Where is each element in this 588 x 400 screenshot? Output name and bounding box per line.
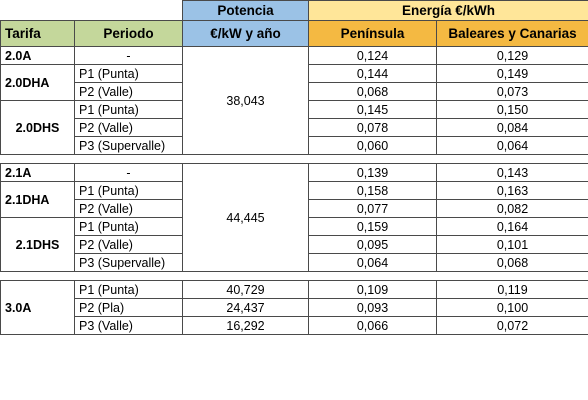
table-row: P2 (Pla) 24,437 0,093 0,100: [1, 298, 588, 317]
periodo-cell: -: [74, 163, 183, 182]
periodo-cell: -: [74, 46, 183, 65]
peninsula-cell: 0,144: [308, 64, 437, 83]
peninsula-cell: 0,124: [308, 46, 437, 65]
baleares-cell: 0,163: [436, 181, 588, 200]
tariff-name: 2.1DHA: [0, 181, 75, 218]
periodo-cell: P1 (Punta): [74, 64, 183, 83]
baleares-cell: 0,101: [436, 235, 588, 254]
table-row: 3.0A P1 (Punta) 40,729 0,109 0,119: [0, 280, 588, 335]
energia-header: Energía €/kWh: [308, 0, 588, 21]
baleares-cell: 0,119: [436, 280, 588, 299]
potencia-cell: 38,043: [182, 46, 309, 155]
group-separator: [0, 154, 588, 164]
peninsula-cell: 0,145: [308, 100, 437, 119]
peninsula-cell: 0,093: [308, 298, 437, 317]
periodo-cell: P1 (Punta): [74, 181, 183, 200]
peninsula-cell: 0,068: [308, 82, 437, 101]
baleares-cell: 0,064: [436, 136, 588, 155]
baleares-cell: 0,129: [436, 46, 588, 65]
table-row: P3 (Valle) 16,292 0,066 0,072: [1, 316, 588, 335]
periodo-cell: P1 (Punta): [74, 280, 183, 299]
potencia-cell: 44,445: [182, 163, 309, 272]
baleares-cell: 0,073: [436, 82, 588, 101]
tariff-price-table: Potencia Energía €/kWh Tarifa Periodo €/…: [0, 0, 588, 335]
tariff-name: 2.0DHA: [0, 64, 75, 101]
table-row: 2.0DHA P1 (Punta) 0,144 0,149: [0, 64, 588, 101]
peninsula-cell: 0,078: [308, 118, 437, 137]
table-row: P2 (Valle) 0,078 0,084: [1, 118, 588, 137]
header-blank-cell: [0, 0, 75, 21]
periodo-cell: P1 (Punta): [74, 100, 183, 119]
baleares-cell: 0,068: [436, 253, 588, 272]
peninsula-cell: 0,060: [308, 136, 437, 155]
tariff-name: 3.0A: [0, 280, 75, 335]
peninsula-header: Península: [308, 20, 437, 47]
baleares-cell: 0,084: [436, 118, 588, 137]
baleares-cell: 0,164: [436, 217, 588, 236]
table-row: 2.0A - 38,043 0,124 0,129: [0, 46, 588, 155]
periodo-cell: P2 (Valle): [74, 235, 183, 254]
potencia-unit-header: €/kW y año: [182, 20, 309, 47]
periodo-cell: P3 (Supervalle): [74, 136, 183, 155]
tarifa-header: Tarifa: [0, 20, 75, 47]
peninsula-cell: 0,066: [308, 316, 437, 335]
table-row: 2.1A - 44,445 0,139 0,143: [0, 163, 588, 272]
periodo-cell: P3 (Supervalle): [74, 253, 183, 272]
baleares-cell: 0,082: [436, 199, 588, 218]
periodo-cell: P2 (Valle): [74, 118, 183, 137]
tariff-name: 2.1DHS: [0, 217, 75, 272]
header-row-top: Potencia Energía €/kWh: [0, 0, 588, 21]
peninsula-cell: 0,158: [308, 181, 437, 200]
header-row-sub: Tarifa Periodo €/kW y año Península Bale…: [0, 20, 588, 47]
table-row: 2.1DHA P1 (Punta) 0,158 0,163: [0, 181, 588, 218]
potencia-header: Potencia: [182, 0, 309, 21]
periodo-cell: P2 (Valle): [74, 82, 183, 101]
baleares-cell: 0,143: [436, 163, 588, 182]
table-row: P3 (Supervalle) 0,064 0,068: [1, 253, 588, 272]
peninsula-cell: 0,077: [308, 199, 437, 218]
table-row: P3 (Supervalle) 0,060 0,064: [1, 136, 588, 155]
baleares-cell: 0,072: [436, 316, 588, 335]
header-blank-cell: [74, 0, 183, 21]
potencia-cell: 16,292: [182, 316, 309, 335]
peninsula-cell: 0,095: [308, 235, 437, 254]
baleares-cell: 0,100: [436, 298, 588, 317]
periodo-cell: P2 (Pla): [74, 298, 183, 317]
peninsula-cell: 0,139: [308, 163, 437, 182]
periodo-cell: P3 (Valle): [74, 316, 183, 335]
table-row: P2 (Valle) 0,095 0,101: [1, 235, 588, 254]
potencia-cell: 24,437: [182, 298, 309, 317]
periodo-header: Periodo: [74, 20, 183, 47]
table-row: 2.1DHS P1 (Punta) 0,159 0,164: [0, 217, 588, 272]
tariff-name: 2.1A: [0, 163, 75, 182]
peninsula-cell: 0,159: [308, 217, 437, 236]
peninsula-cell: 0,064: [308, 253, 437, 272]
potencia-cell: 40,729: [182, 280, 309, 299]
baleares-cell: 0,149: [436, 64, 588, 83]
tariff-name: 2.0A: [0, 46, 75, 65]
group-separator: [0, 271, 588, 281]
tariff-name: 2.0DHS: [0, 100, 75, 155]
peninsula-cell: 0,109: [308, 280, 437, 299]
baleares-cell: 0,150: [436, 100, 588, 119]
periodo-cell: P1 (Punta): [74, 217, 183, 236]
table-row: P2 (Valle) 0,077 0,082: [1, 199, 588, 218]
periodo-cell: P2 (Valle): [74, 199, 183, 218]
baleares-header: Baleares y Canarias: [436, 20, 588, 47]
